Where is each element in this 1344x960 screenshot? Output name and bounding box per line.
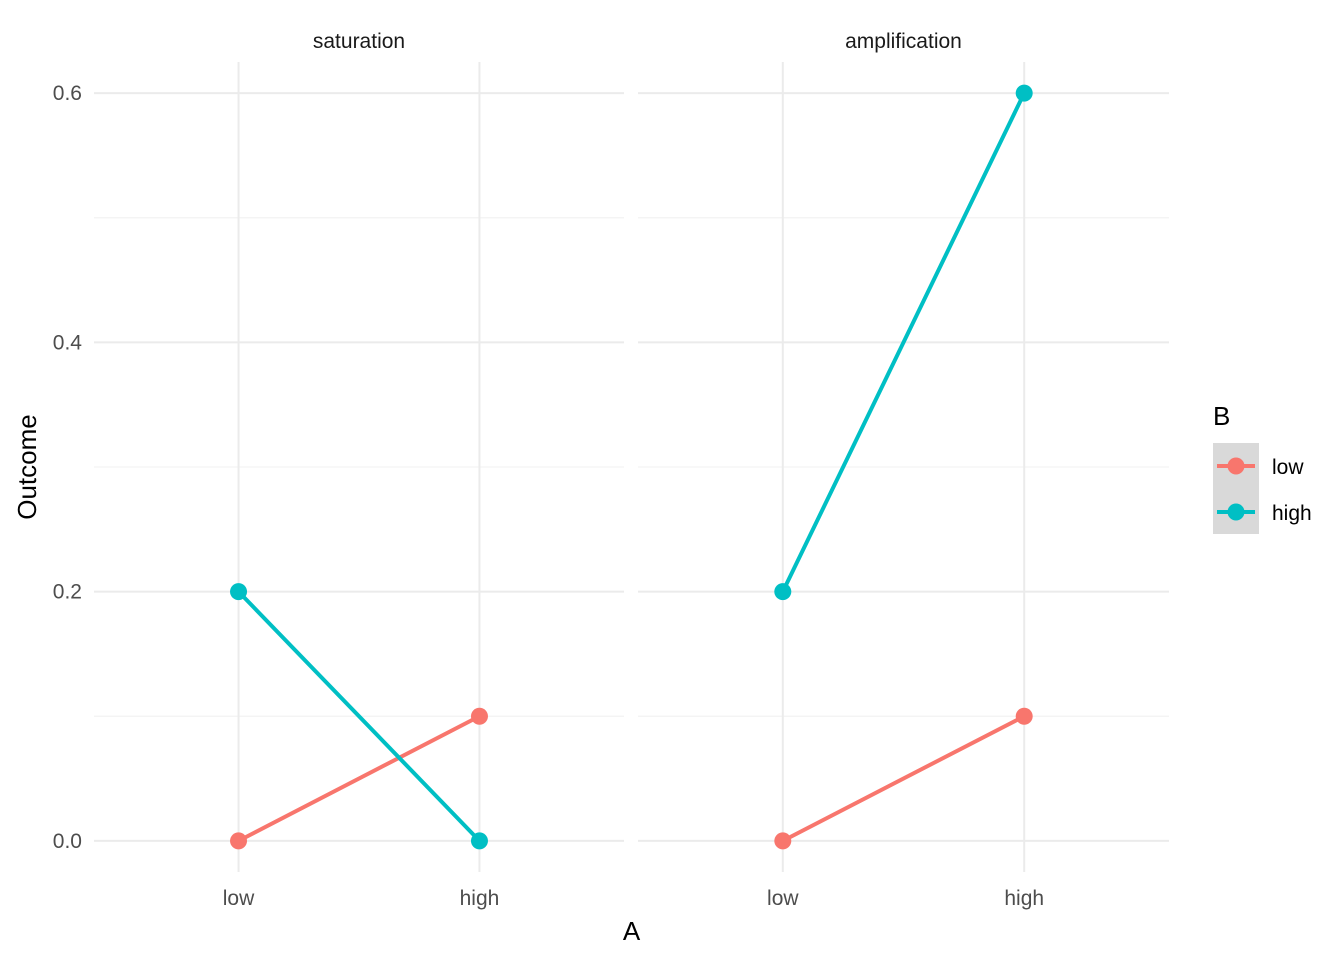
series-line-low bbox=[236, 714, 482, 843]
data-point-high bbox=[774, 583, 792, 601]
data-point-low bbox=[470, 707, 488, 725]
series-line-high bbox=[236, 589, 482, 843]
data-point-high bbox=[230, 583, 248, 601]
x-axis-title: A bbox=[623, 916, 641, 946]
panel-amplification: amplification low high bbox=[638, 30, 1169, 910]
x-tick-label: low bbox=[223, 887, 255, 910]
legend-title: B bbox=[1213, 401, 1230, 431]
legend-label: low bbox=[1272, 456, 1304, 479]
x-tick-label: high bbox=[1004, 887, 1044, 910]
y-tick-label: 0.6 bbox=[53, 82, 82, 105]
y-tick-label: 0.0 bbox=[53, 830, 82, 853]
legend-label: high bbox=[1272, 502, 1312, 525]
y-axis: 0.0 0.2 0.4 0.6 bbox=[53, 82, 83, 853]
legend-entries: low high bbox=[1217, 456, 1312, 525]
series-line-low bbox=[780, 714, 1027, 843]
y-tick-label: 0.2 bbox=[53, 581, 82, 604]
y-axis-title: Outcome bbox=[12, 414, 42, 520]
series-line-high bbox=[780, 91, 1027, 594]
data-point-high bbox=[1015, 84, 1033, 102]
legend-entry-high: high bbox=[1217, 502, 1312, 525]
data-point-high bbox=[470, 832, 488, 850]
panel-saturation: saturation low high bbox=[94, 30, 624, 910]
data-point-low bbox=[1015, 707, 1033, 725]
legend-key-point bbox=[1227, 503, 1245, 521]
facet-title: amplification bbox=[845, 30, 962, 53]
facet-title: saturation bbox=[313, 30, 405, 53]
legend-key-point bbox=[1227, 457, 1245, 475]
panels-layer: saturation low high amplification low high bbox=[94, 30, 1169, 910]
x-tick-label: low bbox=[767, 887, 799, 910]
y-tick-label: 0.4 bbox=[53, 331, 83, 354]
data-point-low bbox=[774, 832, 792, 850]
x-tick-label: high bbox=[460, 887, 500, 910]
legend: B low high bbox=[1213, 401, 1312, 534]
legend-entry-low: low bbox=[1217, 456, 1304, 479]
data-point-low bbox=[230, 832, 248, 850]
